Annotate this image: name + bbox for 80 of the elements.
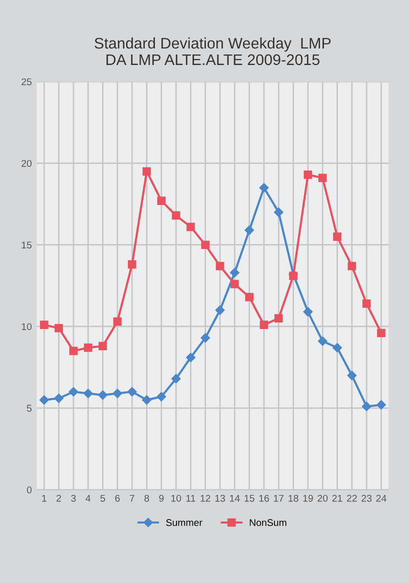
point (274, 208, 284, 217)
point (304, 170, 312, 179)
y-tick-label: 5 (26, 404, 32, 412)
x-tick-label: 22 (346, 494, 357, 502)
point (98, 342, 107, 350)
point (156, 392, 166, 402)
x-tick-label: 10 (171, 494, 182, 502)
point (274, 314, 283, 322)
x-tick-label: 4 (86, 494, 91, 502)
x-tick-label: 14 (230, 494, 240, 502)
point (186, 222, 195, 232)
point (54, 394, 64, 403)
point (230, 280, 239, 288)
point (83, 388, 93, 398)
x-tick-label: 16 (259, 494, 269, 502)
point (54, 324, 63, 332)
x-tick-label: 17 (274, 494, 284, 502)
point (98, 390, 108, 400)
point (171, 374, 181, 384)
chart-title: Standard Deviation Weekday LMP DA LMP ALTE.ALTE 2009-2015 (94, 37, 331, 66)
point (201, 240, 210, 250)
point (157, 196, 166, 205)
x-tick-label: 21 (332, 494, 342, 502)
x-tick-label: 5 (100, 494, 106, 502)
x-tick-label: 1 (42, 494, 46, 502)
point (332, 343, 342, 352)
legend-label: Summer (166, 519, 202, 526)
x-tick-label: 20 (318, 494, 328, 502)
point (318, 174, 327, 182)
point (347, 370, 357, 380)
x-tick-label: 9 (159, 494, 164, 502)
point (113, 317, 122, 326)
point (230, 268, 240, 278)
point (289, 272, 298, 280)
point (215, 306, 225, 315)
point (362, 402, 372, 412)
point (84, 344, 92, 352)
x-tick-label: 18 (288, 494, 298, 502)
y-tick-label: 0 (26, 486, 32, 494)
point (128, 260, 136, 269)
point (172, 211, 180, 220)
x-tick-label: 24 (376, 494, 386, 502)
point (333, 232, 342, 241)
point (69, 346, 78, 356)
x-tick-label: 2 (56, 494, 62, 502)
y-tick-label: 15 (22, 242, 32, 248)
x-tick-label: 6 (115, 494, 120, 502)
point (40, 320, 48, 330)
x-tick-label: 3 (71, 494, 76, 502)
point (259, 183, 269, 192)
point (244, 226, 254, 235)
point (318, 336, 328, 346)
x-tick-label: 23 (362, 494, 372, 502)
point (200, 333, 210, 343)
legend-label: NonSum (250, 519, 286, 526)
point (216, 262, 224, 270)
x-tick-label: 15 (244, 494, 254, 502)
x-tick-label: 13 (215, 494, 225, 502)
point (376, 400, 386, 410)
point (303, 307, 313, 316)
point (142, 395, 152, 405)
x-tick-label: 7 (130, 494, 134, 502)
point (112, 388, 122, 398)
x-tick-label: 12 (200, 494, 210, 502)
point (186, 352, 196, 362)
point (377, 328, 386, 338)
point (127, 387, 137, 396)
x-tick-label: 19 (303, 494, 313, 502)
point (142, 167, 151, 176)
y-tick-label: 25 (22, 78, 32, 86)
x-tick-label: 8 (144, 494, 150, 502)
x-tick-label: 11 (186, 494, 196, 502)
point (40, 395, 49, 405)
point (245, 292, 254, 302)
point (348, 262, 356, 270)
point (362, 299, 371, 308)
y-tick-label: 10 (22, 323, 32, 330)
y-tick-label: 20 (22, 160, 32, 167)
point (260, 320, 268, 330)
point (68, 387, 78, 396)
